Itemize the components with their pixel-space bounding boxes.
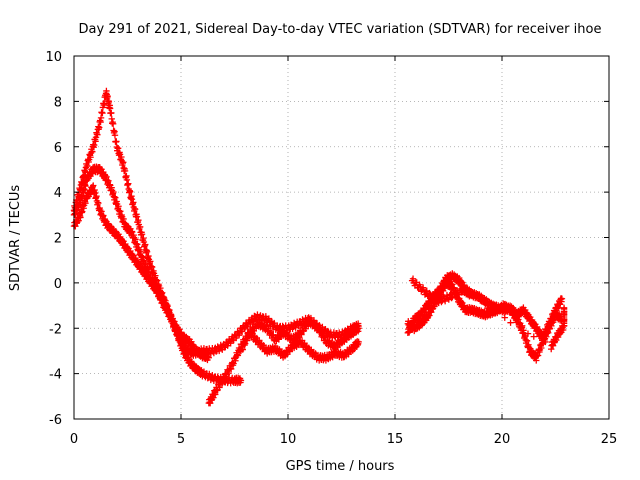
data-point <box>523 337 531 345</box>
data-point <box>438 298 445 306</box>
data-point <box>409 275 417 282</box>
y-tick-label: 10 <box>45 50 62 65</box>
data-point <box>133 213 141 220</box>
axes: 0 5 10 15 20 25 -6 -4 -2 0 2 4 6 8 10 <box>45 50 617 447</box>
data-point <box>324 327 331 335</box>
data-point <box>126 188 134 195</box>
data-point <box>97 114 105 122</box>
data-point <box>513 319 520 326</box>
y-tick-label: -6 <box>49 413 62 428</box>
data-point <box>452 293 459 300</box>
data-point <box>108 109 115 117</box>
data-point <box>560 304 568 312</box>
data-point <box>530 333 537 340</box>
series-track-e <box>237 315 362 355</box>
data-point <box>518 322 526 330</box>
y-tick-label: -4 <box>49 368 62 383</box>
grid <box>74 56 609 419</box>
data-point <box>227 340 234 347</box>
data-point <box>489 305 497 312</box>
data-point <box>558 295 566 302</box>
x-axis-label: GPS time / hours <box>286 459 395 474</box>
data-point <box>484 304 491 312</box>
y-tick-label: -2 <box>49 322 62 337</box>
data-point <box>111 132 119 139</box>
data-point <box>235 331 243 339</box>
data-point <box>84 162 91 170</box>
series-track-g <box>404 277 566 364</box>
data-point <box>536 333 543 340</box>
data-point <box>426 289 433 297</box>
data-point <box>422 288 430 295</box>
series-track-c <box>70 182 213 364</box>
x-tick-label: 15 <box>387 432 404 447</box>
data-point <box>355 338 362 346</box>
data-point <box>419 284 427 291</box>
x-tick-label: 20 <box>494 432 511 447</box>
data-point <box>478 298 485 305</box>
data-point <box>148 263 156 271</box>
data-point <box>79 208 86 215</box>
data-point <box>448 294 455 302</box>
y-tick-label: 0 <box>54 277 62 292</box>
data-point <box>430 291 437 299</box>
data-point <box>237 377 245 384</box>
data-point <box>121 167 129 175</box>
data-point <box>99 109 106 117</box>
data-point <box>466 292 474 299</box>
x-tick-label: 25 <box>601 432 618 447</box>
data-point <box>79 193 86 200</box>
y-tick-label: 8 <box>54 95 62 110</box>
data-point <box>131 206 139 213</box>
y-axis-label: SDTVAR / TECUs <box>8 185 23 292</box>
chart-title: Day 291 of 2021, Sidereal Day-to-day VTE… <box>79 22 602 37</box>
data-point <box>507 319 514 326</box>
data-point <box>524 330 532 337</box>
x-tick-label: 10 <box>280 432 297 447</box>
data-point <box>95 199 102 207</box>
data-point <box>105 98 113 106</box>
data-point <box>472 292 479 299</box>
data-point <box>542 338 549 346</box>
data-point <box>205 354 213 361</box>
data-point <box>120 159 127 166</box>
x-tick-label: 5 <box>177 432 185 447</box>
data-point <box>138 231 146 238</box>
data-point <box>136 223 144 231</box>
data-point <box>143 248 151 255</box>
series-track-h <box>408 275 568 353</box>
y-tick-label: 4 <box>54 186 62 201</box>
data-points <box>70 87 568 407</box>
data-point <box>94 131 101 138</box>
y-tick-label: 6 <box>54 141 62 156</box>
x-tick-label: 0 <box>70 432 78 447</box>
data-point <box>109 120 117 128</box>
data-point <box>355 325 362 332</box>
y-tick-label: 2 <box>54 232 62 247</box>
data-point <box>495 307 503 314</box>
data-point <box>90 141 98 149</box>
data-point <box>112 194 119 201</box>
series-track-d <box>205 327 362 407</box>
data-point <box>90 182 97 189</box>
data-point <box>113 138 120 145</box>
data-point <box>125 180 132 187</box>
data-point <box>501 314 508 321</box>
data-point <box>96 124 103 131</box>
